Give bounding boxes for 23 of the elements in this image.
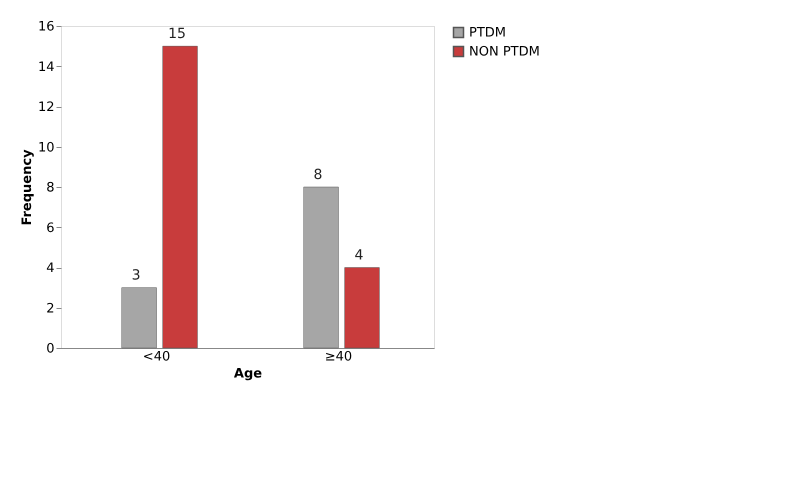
data-label: 15 [168,26,186,42]
y-tick-label: 14 [38,60,54,75]
y-tick-label: 6 [46,220,54,236]
data-label: 8 [314,167,322,183]
y-tick-label: 8 [46,180,54,196]
y-axis-title: Frequency [20,148,35,226]
y-tick-label: 2 [46,301,54,316]
legend-label: NON PTDM [469,44,540,60]
bar [121,287,157,348]
x-tick-label: <40 [142,350,170,364]
bar [344,267,380,348]
y-tick-label: 12 [38,100,54,115]
y-tick-label: 4 [46,261,54,276]
bar [162,46,198,348]
data-label: 3 [132,268,141,284]
legend-label: PTDM [469,26,506,40]
x-axis-title: Age [234,366,262,382]
y-tick-label: 0 [46,342,54,356]
y-tick-label: 16 [38,20,54,34]
x-tick-label: ≥40 [324,350,352,364]
y-tick-label: 10 [38,140,54,156]
data-label: 4 [354,248,364,264]
bar [303,186,339,348]
